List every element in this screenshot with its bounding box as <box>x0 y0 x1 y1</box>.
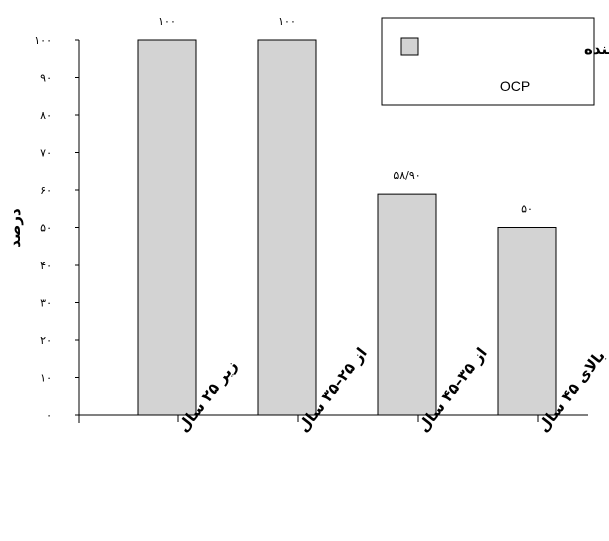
legend-series-name: بیماران مصرف کننده <box>584 40 609 58</box>
y-tick-label: ۲۰ <box>40 334 52 347</box>
bar <box>377 193 437 416</box>
bar <box>497 227 557 416</box>
y-tick-label: ۵۰ <box>40 222 52 235</box>
data-label: ۵۸/۹۰ <box>393 169 420 182</box>
y-tick-label: ۸۰ <box>40 109 52 122</box>
y-tick-label: ۷۰ <box>40 147 52 160</box>
data-label: ۱۰۰ <box>278 15 296 28</box>
y-tick-label: ۶۰ <box>40 184 52 197</box>
y-tick-label: ۴۰ <box>40 259 52 272</box>
legend-box <box>381 17 595 106</box>
legend-swatch <box>400 37 419 56</box>
y-tick-label: ۹۰ <box>40 72 52 85</box>
legend-subtext: OCP <box>500 78 530 94</box>
y-tick-label: ۱۰۰ <box>34 34 52 47</box>
data-label: ۱۰۰ <box>158 15 176 28</box>
y-tick-label: ۰ <box>46 409 52 422</box>
y-tick-label: ۳۰ <box>40 297 52 310</box>
bar <box>137 39 197 416</box>
legend: بیماران مصرف کننده OCP <box>381 17 609 106</box>
data-label: ۵۰ <box>521 203 533 216</box>
y-tick-label: ۱۰ <box>40 372 52 385</box>
y-axis-title: درصد <box>6 208 24 248</box>
bar <box>257 39 317 416</box>
chart-bars <box>137 39 557 416</box>
